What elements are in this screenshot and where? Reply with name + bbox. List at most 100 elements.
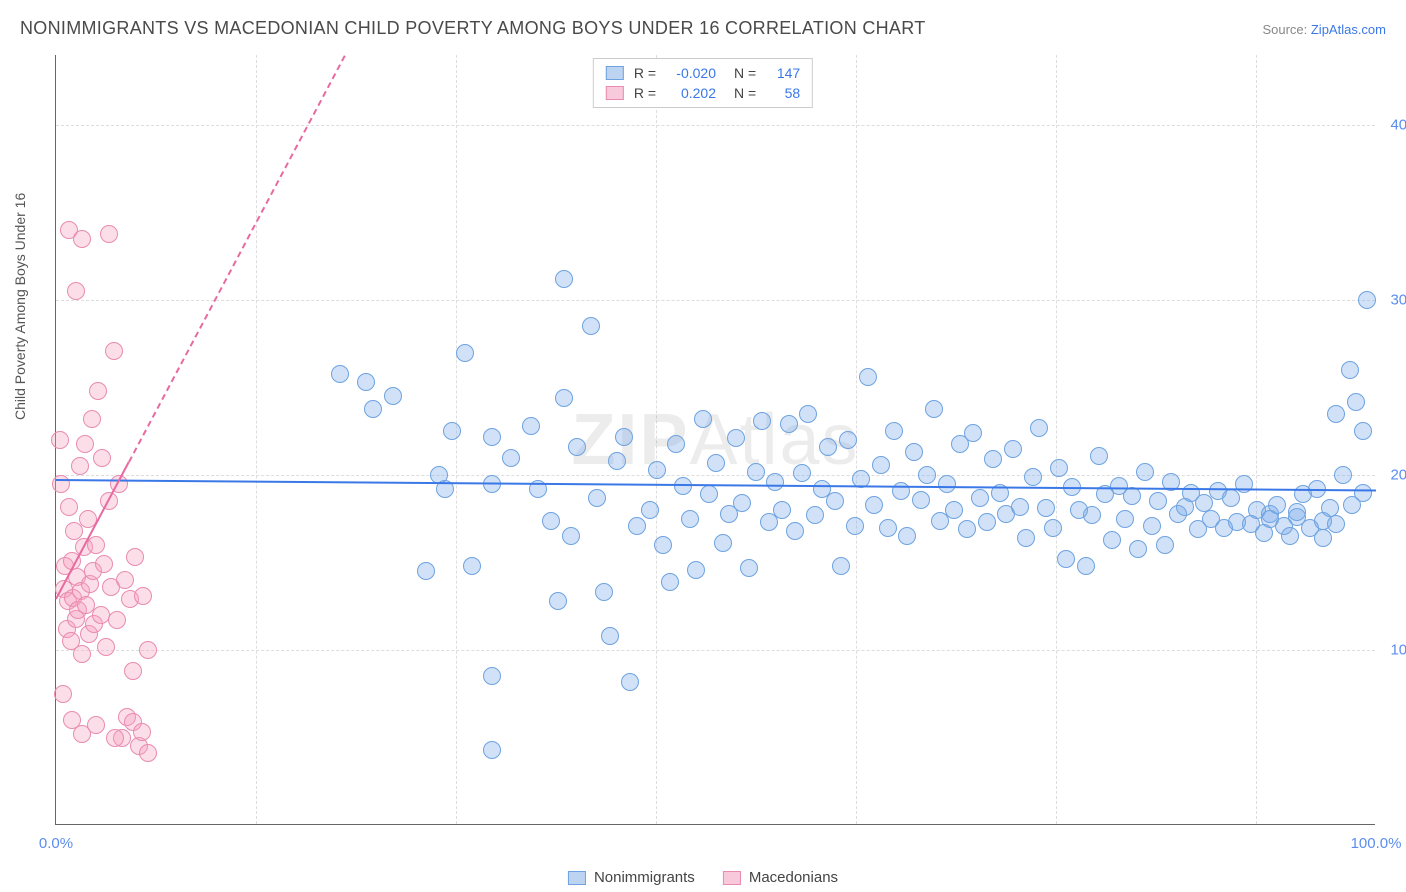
legend-label: Nonimmigrants [594,869,695,886]
x-tick-label: 100.0% [1351,835,1402,852]
scatter-point [139,641,157,659]
scatter-point [1116,510,1134,528]
scatter-point [483,428,501,446]
gridline-h [56,300,1375,301]
legend-item: Nonimmigrants [568,869,695,886]
gridline-h [56,125,1375,126]
scatter-point [912,491,930,509]
scatter-point [126,548,144,566]
scatter-point [456,344,474,362]
scatter-point [108,611,126,629]
source-prefix: Source: [1262,22,1310,37]
legend-swatch [606,66,624,80]
scatter-point [832,557,850,575]
n-value: 58 [766,85,800,101]
scatter-point [700,485,718,503]
scatter-point [134,587,152,605]
scatter-point [595,583,613,601]
r-label: R = [634,85,656,101]
scatter-point [71,457,89,475]
scatter-point [139,744,157,762]
scatter-point [76,435,94,453]
scatter-point [1083,506,1101,524]
scatter-point [100,225,118,243]
scatter-point [714,534,732,552]
scatter-point [753,412,771,430]
source-attribution: Source: ZipAtlas.com [1262,22,1386,37]
x-tick-label: 0.0% [39,835,73,852]
scatter-point [898,527,916,545]
scatter-point [1024,468,1042,486]
scatter-point [483,741,501,759]
scatter-point [806,506,824,524]
scatter-point [73,230,91,248]
scatter-point [1261,510,1279,528]
scatter-point [694,410,712,428]
scatter-point [364,400,382,418]
scatter-point [331,365,349,383]
scatter-point [601,627,619,645]
correlation-legend: R =-0.020N =147R =0.202N =58 [593,58,813,108]
scatter-point [1143,517,1161,535]
scatter-point [1149,492,1167,510]
scatter-point [89,382,107,400]
scatter-point [52,475,70,493]
scatter-point [885,422,903,440]
scatter-point [1004,440,1022,458]
scatter-point [568,438,586,456]
scatter-point [443,422,461,440]
scatter-point [1129,540,1147,558]
scatter-point [608,452,626,470]
scatter-point [1011,498,1029,516]
scatter-point [654,536,672,554]
r-value: 0.202 [666,85,716,101]
scatter-point [124,662,142,680]
scatter-point [97,638,115,656]
scatter-point [846,517,864,535]
scatter-point [1123,487,1141,505]
scatter-point [1347,393,1365,411]
scatter-point [483,667,501,685]
scatter-point [1090,447,1108,465]
scatter-point [1156,536,1174,554]
scatter-point [786,522,804,540]
scatter-point [93,449,111,467]
gridline-v [1256,55,1257,824]
scatter-point [945,501,963,519]
chart-title: NONIMMIGRANTS VS MACEDONIAN CHILD POVERT… [20,18,926,39]
y-tick-label: 30.0% [1390,292,1406,309]
scatter-point [1334,466,1352,484]
y-tick-label: 20.0% [1390,467,1406,484]
scatter-point [384,387,402,405]
source-link[interactable]: ZipAtlas.com [1311,22,1386,37]
scatter-point [1327,405,1345,423]
scatter-point [1327,515,1345,533]
scatter-point [1281,527,1299,545]
scatter-point [667,435,685,453]
gridline-v [256,55,257,824]
scatter-point [1017,529,1035,547]
scatter-point [628,517,646,535]
scatter-point [1044,519,1062,537]
scatter-point [839,431,857,449]
scatter-point [826,492,844,510]
scatter-point [95,555,113,573]
scatter-point [1103,531,1121,549]
scatter-point [872,456,890,474]
scatter-point [582,317,600,335]
scatter-point [87,536,105,554]
legend-label: Macedonians [749,869,838,886]
scatter-point [687,561,705,579]
scatter-point [67,282,85,300]
scatter-point [925,400,943,418]
scatter-point [105,342,123,360]
scatter-point [661,573,679,591]
scatter-point [780,415,798,433]
scatter-point [106,729,124,747]
scatter-point [747,463,765,481]
scatter-point [964,424,982,442]
scatter-point [879,519,897,537]
scatter-point [522,417,540,435]
scatter-point [116,571,134,589]
y-tick-label: 10.0% [1390,642,1406,659]
